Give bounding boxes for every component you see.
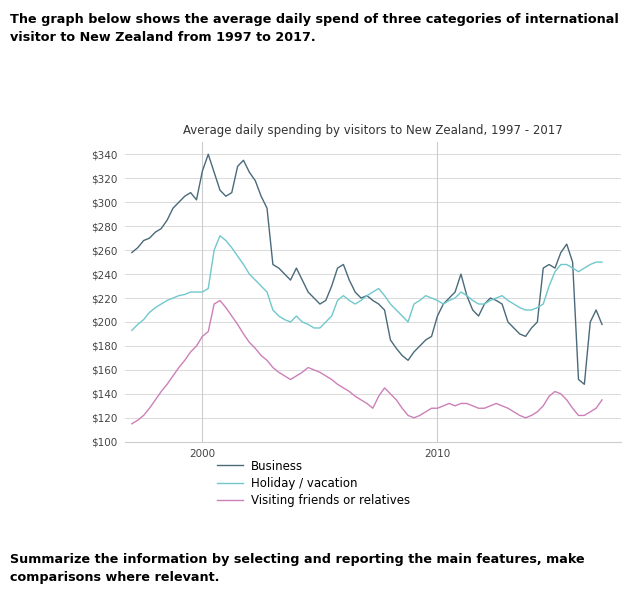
- Title: Average daily spending by visitors to New Zealand, 1997 - 2017: Average daily spending by visitors to Ne…: [183, 124, 563, 137]
- Text: Summarize the information by selecting and reporting the main features, make
com: Summarize the information by selecting a…: [10, 553, 585, 584]
- Business: [428, 333, 435, 340]
- Legend: Business, Holiday / vacation, Visiting friends or relatives: Business, Holiday / vacation, Visiting f…: [217, 460, 410, 507]
- Business: [540, 264, 547, 272]
- Visiting friends or relatives: [128, 420, 136, 428]
- Business: [392, 345, 400, 352]
- Holiday / vacation: [516, 304, 524, 311]
- Holiday / vacation: [598, 259, 606, 266]
- Visiting friends or relatives: [557, 390, 564, 397]
- Holiday / vacation: [128, 327, 136, 334]
- Line: Holiday / vacation: Holiday / vacation: [132, 236, 602, 330]
- Holiday / vacation: [216, 232, 224, 240]
- Business: [204, 151, 212, 158]
- Visiting friends or relatives: [540, 402, 547, 409]
- Visiting friends or relatives: [392, 396, 400, 403]
- Text: The graph below shows the average daily spend of three categories of internation: The graph below shows the average daily …: [10, 13, 619, 44]
- Visiting friends or relatives: [516, 412, 524, 419]
- Line: Business: Business: [132, 154, 602, 384]
- Line: Visiting friends or relatives: Visiting friends or relatives: [132, 301, 602, 424]
- Holiday / vacation: [540, 301, 547, 308]
- Business: [481, 301, 488, 308]
- Business: [580, 381, 588, 388]
- Business: [128, 249, 136, 256]
- Holiday / vacation: [428, 295, 435, 302]
- Business: [516, 330, 524, 337]
- Holiday / vacation: [392, 307, 400, 314]
- Business: [598, 321, 606, 328]
- Visiting friends or relatives: [481, 404, 488, 412]
- Holiday / vacation: [481, 301, 488, 308]
- Business: [557, 249, 564, 256]
- Holiday / vacation: [557, 261, 564, 268]
- Visiting friends or relatives: [598, 396, 606, 403]
- Visiting friends or relatives: [428, 404, 435, 412]
- Visiting friends or relatives: [216, 297, 224, 304]
